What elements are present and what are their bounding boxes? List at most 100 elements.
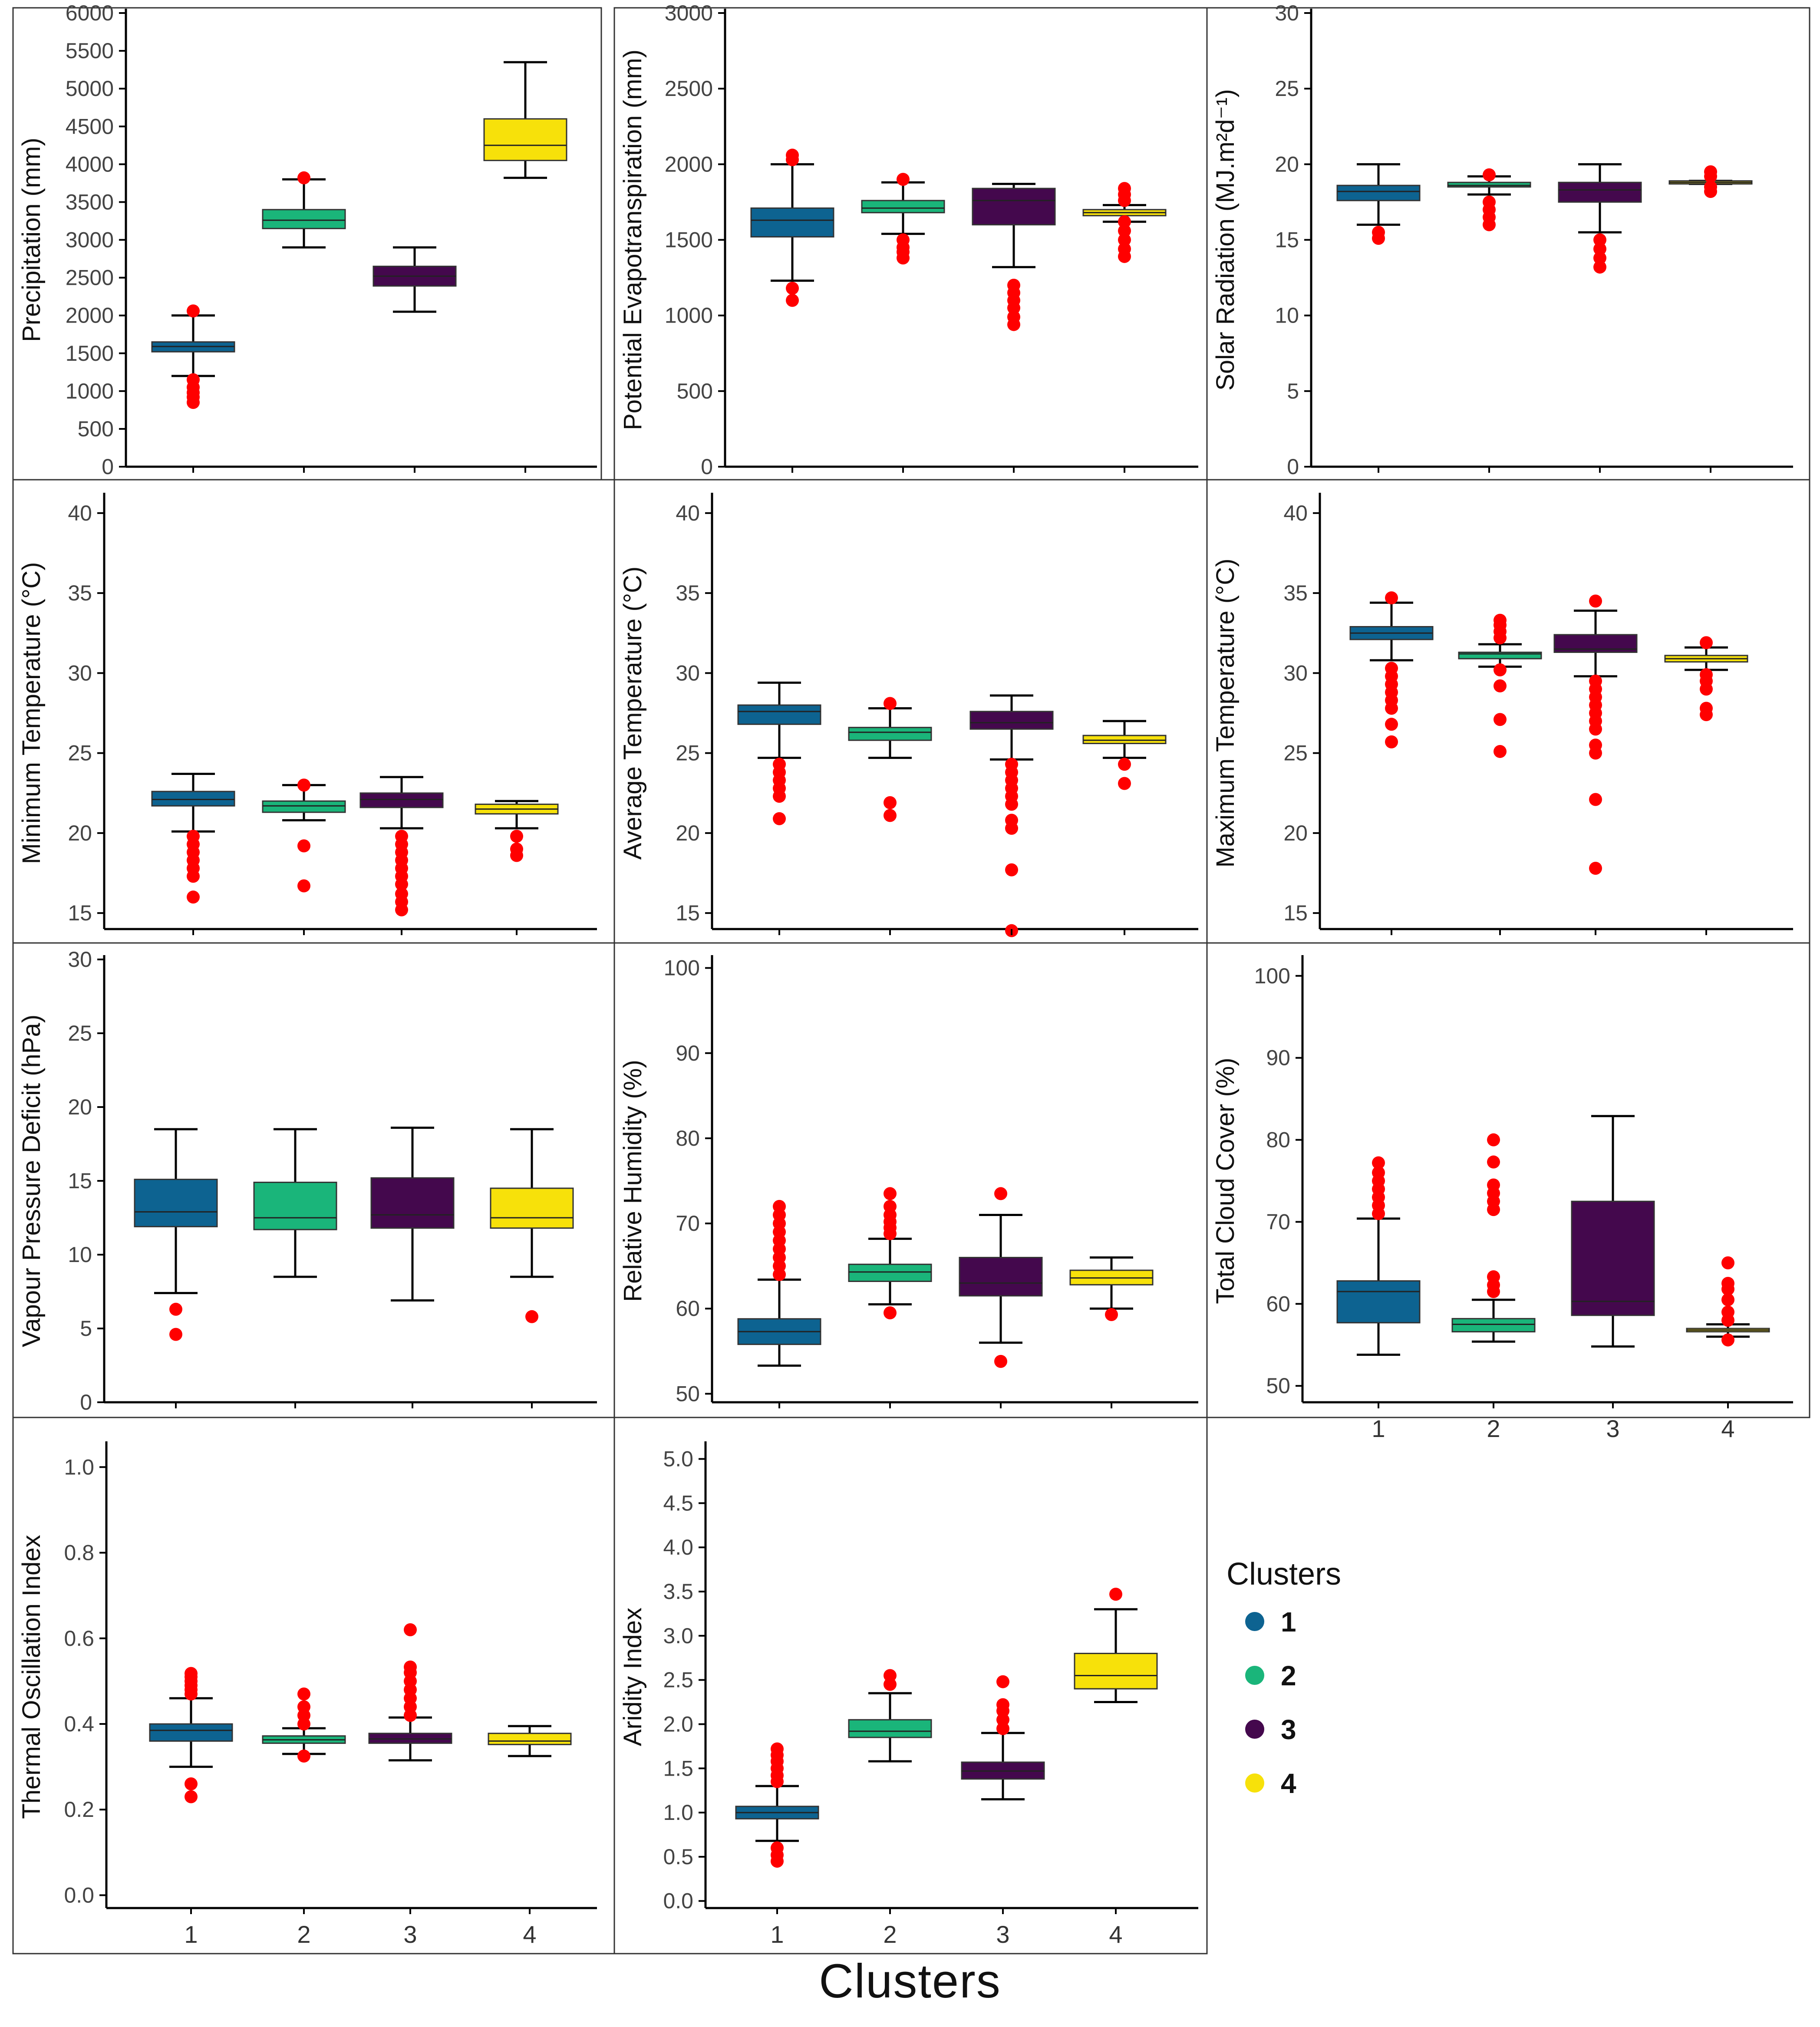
legend-label-2: 2 <box>1281 1660 1296 1691</box>
outlier-point <box>395 887 408 900</box>
x-tick-label: 2 <box>883 1921 897 1948</box>
box-cluster-4 <box>1082 720 1167 790</box>
outlier-point <box>1118 242 1131 256</box>
outlier-point <box>1385 591 1398 605</box>
box-cluster-2 <box>848 1187 932 1320</box>
outlier-point <box>1005 863 1018 877</box>
outlier-point <box>169 1328 182 1341</box>
outlier-point <box>884 1306 897 1320</box>
y-tick-label: 100 <box>1254 964 1290 988</box>
y-tick-label: 3.5 <box>663 1579 693 1604</box>
y-tick-label: 6000 <box>66 1 114 25</box>
outlier-point <box>897 233 910 247</box>
y-tick-label: 60 <box>1266 1292 1290 1316</box>
outlier-point <box>1487 1270 1500 1283</box>
outlier-point <box>884 1200 897 1213</box>
y-tick-label: 1.0 <box>64 1455 94 1479</box>
x-tick-label: 4 <box>1721 1415 1734 1442</box>
box-cluster-4 <box>1082 182 1167 263</box>
outlier-point <box>404 1623 417 1637</box>
box-cluster-3 <box>1571 1115 1655 1348</box>
outlier-point <box>994 1187 1007 1200</box>
box-cluster-3 <box>1558 163 1642 274</box>
y-tick-label: 90 <box>1266 1046 1290 1070</box>
panel-toi: 0.0 0.2 0.4 0.6 0.8 1.0 Thermal Oscillation In… <box>12 1417 615 1954</box>
x-tick-label: 4 <box>1109 1921 1122 1948</box>
iqr-box <box>134 1179 218 1227</box>
panel-tmax: 15 20 25 30 35 40 Maximum Temperature (°C) <box>1206 479 1810 944</box>
y-tick-label: 30 <box>68 947 92 972</box>
outlier-point <box>297 879 310 893</box>
box-cluster-4 <box>490 1128 574 1323</box>
y-axis-title: Average Temperature (°C) <box>619 567 647 860</box>
panel-ai: 0.0 0.5 1.0 1.5 2.0 2.5 3.0 3.5 4.0 4.5 5.0 Aridity… <box>613 1417 1208 1954</box>
outlier-point <box>1721 1277 1734 1290</box>
outlier-point <box>1118 758 1131 771</box>
iqr-box <box>1336 1280 1421 1324</box>
y-tick-label: 35 <box>676 581 700 605</box>
outlier-point <box>1007 310 1020 324</box>
y-axis-title: Thermal Oscillation Index <box>17 1535 46 1819</box>
y-tick-label: 1500 <box>665 228 713 252</box>
y-tick-label: 20 <box>1283 821 1308 845</box>
box-cluster-4 <box>1686 1256 1770 1347</box>
box-cluster-2 <box>848 697 932 822</box>
iqr-box <box>151 791 235 807</box>
y-tick-label: 1500 <box>66 341 114 366</box>
outlier-point <box>1372 1166 1385 1180</box>
box-cluster-4 <box>1074 1588 1158 1704</box>
outlier-point <box>297 1749 310 1763</box>
legend-title: Clusters <box>1227 1557 1341 1592</box>
box-cluster-3 <box>368 1623 452 1762</box>
x-tick-label: 1 <box>1372 1415 1385 1442</box>
box-cluster-2 <box>861 173 945 265</box>
y-tick-label: 0 <box>1287 455 1299 479</box>
y-tick-label: 2.5 <box>663 1668 693 1692</box>
outlier-point <box>773 758 786 771</box>
outlier-point <box>1494 745 1507 758</box>
y-axis-title: Potential Evapotranspiration (mm) <box>619 49 647 430</box>
y-tick-label: 0 <box>102 455 114 479</box>
panel-frame <box>613 479 1208 944</box>
outlier-point <box>1700 636 1713 649</box>
outlier-point <box>297 1700 310 1714</box>
outlier-point <box>1589 861 1602 875</box>
y-tick-label: 40 <box>1283 501 1308 525</box>
y-tick-label: 25 <box>1283 741 1308 765</box>
iqr-box <box>737 704 821 725</box>
box-cluster-4 <box>1069 1256 1154 1321</box>
outlier-point <box>771 1841 784 1855</box>
panel-frame <box>12 1417 615 1954</box>
outlier-point <box>1704 180 1717 194</box>
y-tick-label: 0.0 <box>663 1889 693 1913</box>
y-tick-label: 25 <box>676 741 700 765</box>
y-tick-label: 2500 <box>665 76 713 101</box>
legend-label-1: 1 <box>1281 1606 1296 1638</box>
iqr-box <box>750 207 834 238</box>
outlier-point <box>996 1698 1009 1711</box>
legend-label-4: 4 <box>1281 1768 1296 1799</box>
outlier-point <box>1372 226 1385 239</box>
outlier-point <box>1700 668 1713 682</box>
y-tick-label: 5 <box>80 1316 92 1341</box>
y-tick-label: 70 <box>676 1211 700 1236</box>
y-tick-label: 80 <box>1266 1128 1290 1152</box>
legend-swatch-1 <box>1245 1612 1264 1631</box>
outlier-point <box>1005 814 1018 827</box>
panel-frame <box>613 942 1208 1418</box>
box-cluster-3 <box>969 694 1054 937</box>
box-cluster-3 <box>972 183 1056 331</box>
outlier-point <box>1105 1308 1118 1321</box>
iqr-box <box>1082 735 1167 745</box>
outlier-point <box>1721 1293 1734 1306</box>
outlier-point <box>884 1669 897 1682</box>
y-tick-label: 40 <box>676 501 700 525</box>
y-tick-label: 25 <box>1275 76 1299 101</box>
box-cluster-3 <box>370 1127 455 1302</box>
y-tick-label: 20 <box>1275 152 1299 176</box>
box-cluster-1 <box>149 1667 233 1803</box>
box-cluster-1 <box>151 773 235 904</box>
x-tick-label: 2 <box>1487 1415 1500 1442</box>
box-cluster-2 <box>848 1669 932 1763</box>
y-tick-label: 5.0 <box>663 1447 693 1471</box>
